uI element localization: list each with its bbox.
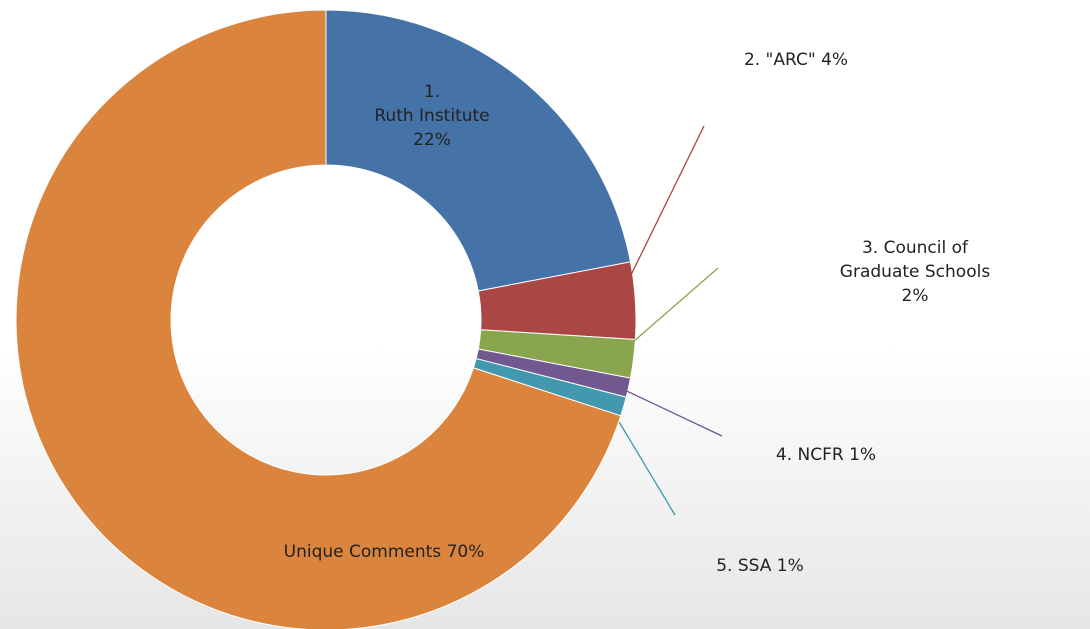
donut-slice	[15, 9, 622, 629]
slice-label: 3. Council of Graduate Schools 2%	[828, 236, 1003, 308]
value-label: 22%	[413, 130, 451, 150]
slice-label: 1. Ruth Institute 22%	[374, 80, 489, 152]
slice-label: 4. NCFR 1%	[776, 443, 876, 467]
value-label: 2%	[901, 286, 929, 306]
category-label: 3. Council of Graduate Schools	[839, 238, 991, 282]
slice-label: Unique Comments 70%	[284, 540, 485, 564]
leader-line	[617, 125, 705, 302]
slice-label: 5. SSA 1%	[716, 554, 804, 578]
category-label: 5. SSA	[716, 556, 772, 576]
value-label: 70%	[446, 542, 485, 562]
category-label: 2. "ARC"	[743, 50, 816, 70]
leader-line	[615, 267, 719, 358]
leader-line	[611, 383, 723, 437]
category-label: 4. NCFR	[775, 445, 850, 465]
value-label: 1%	[776, 556, 804, 576]
category-label: 1. Ruth Institute	[374, 82, 490, 126]
category-label: Unique Comments	[283, 542, 447, 562]
value-label: 1%	[849, 445, 877, 465]
value-label: 4%	[821, 50, 849, 70]
slice-label: 2. "ARC" 4%	[744, 48, 848, 72]
donut-slice	[325, 9, 632, 292]
